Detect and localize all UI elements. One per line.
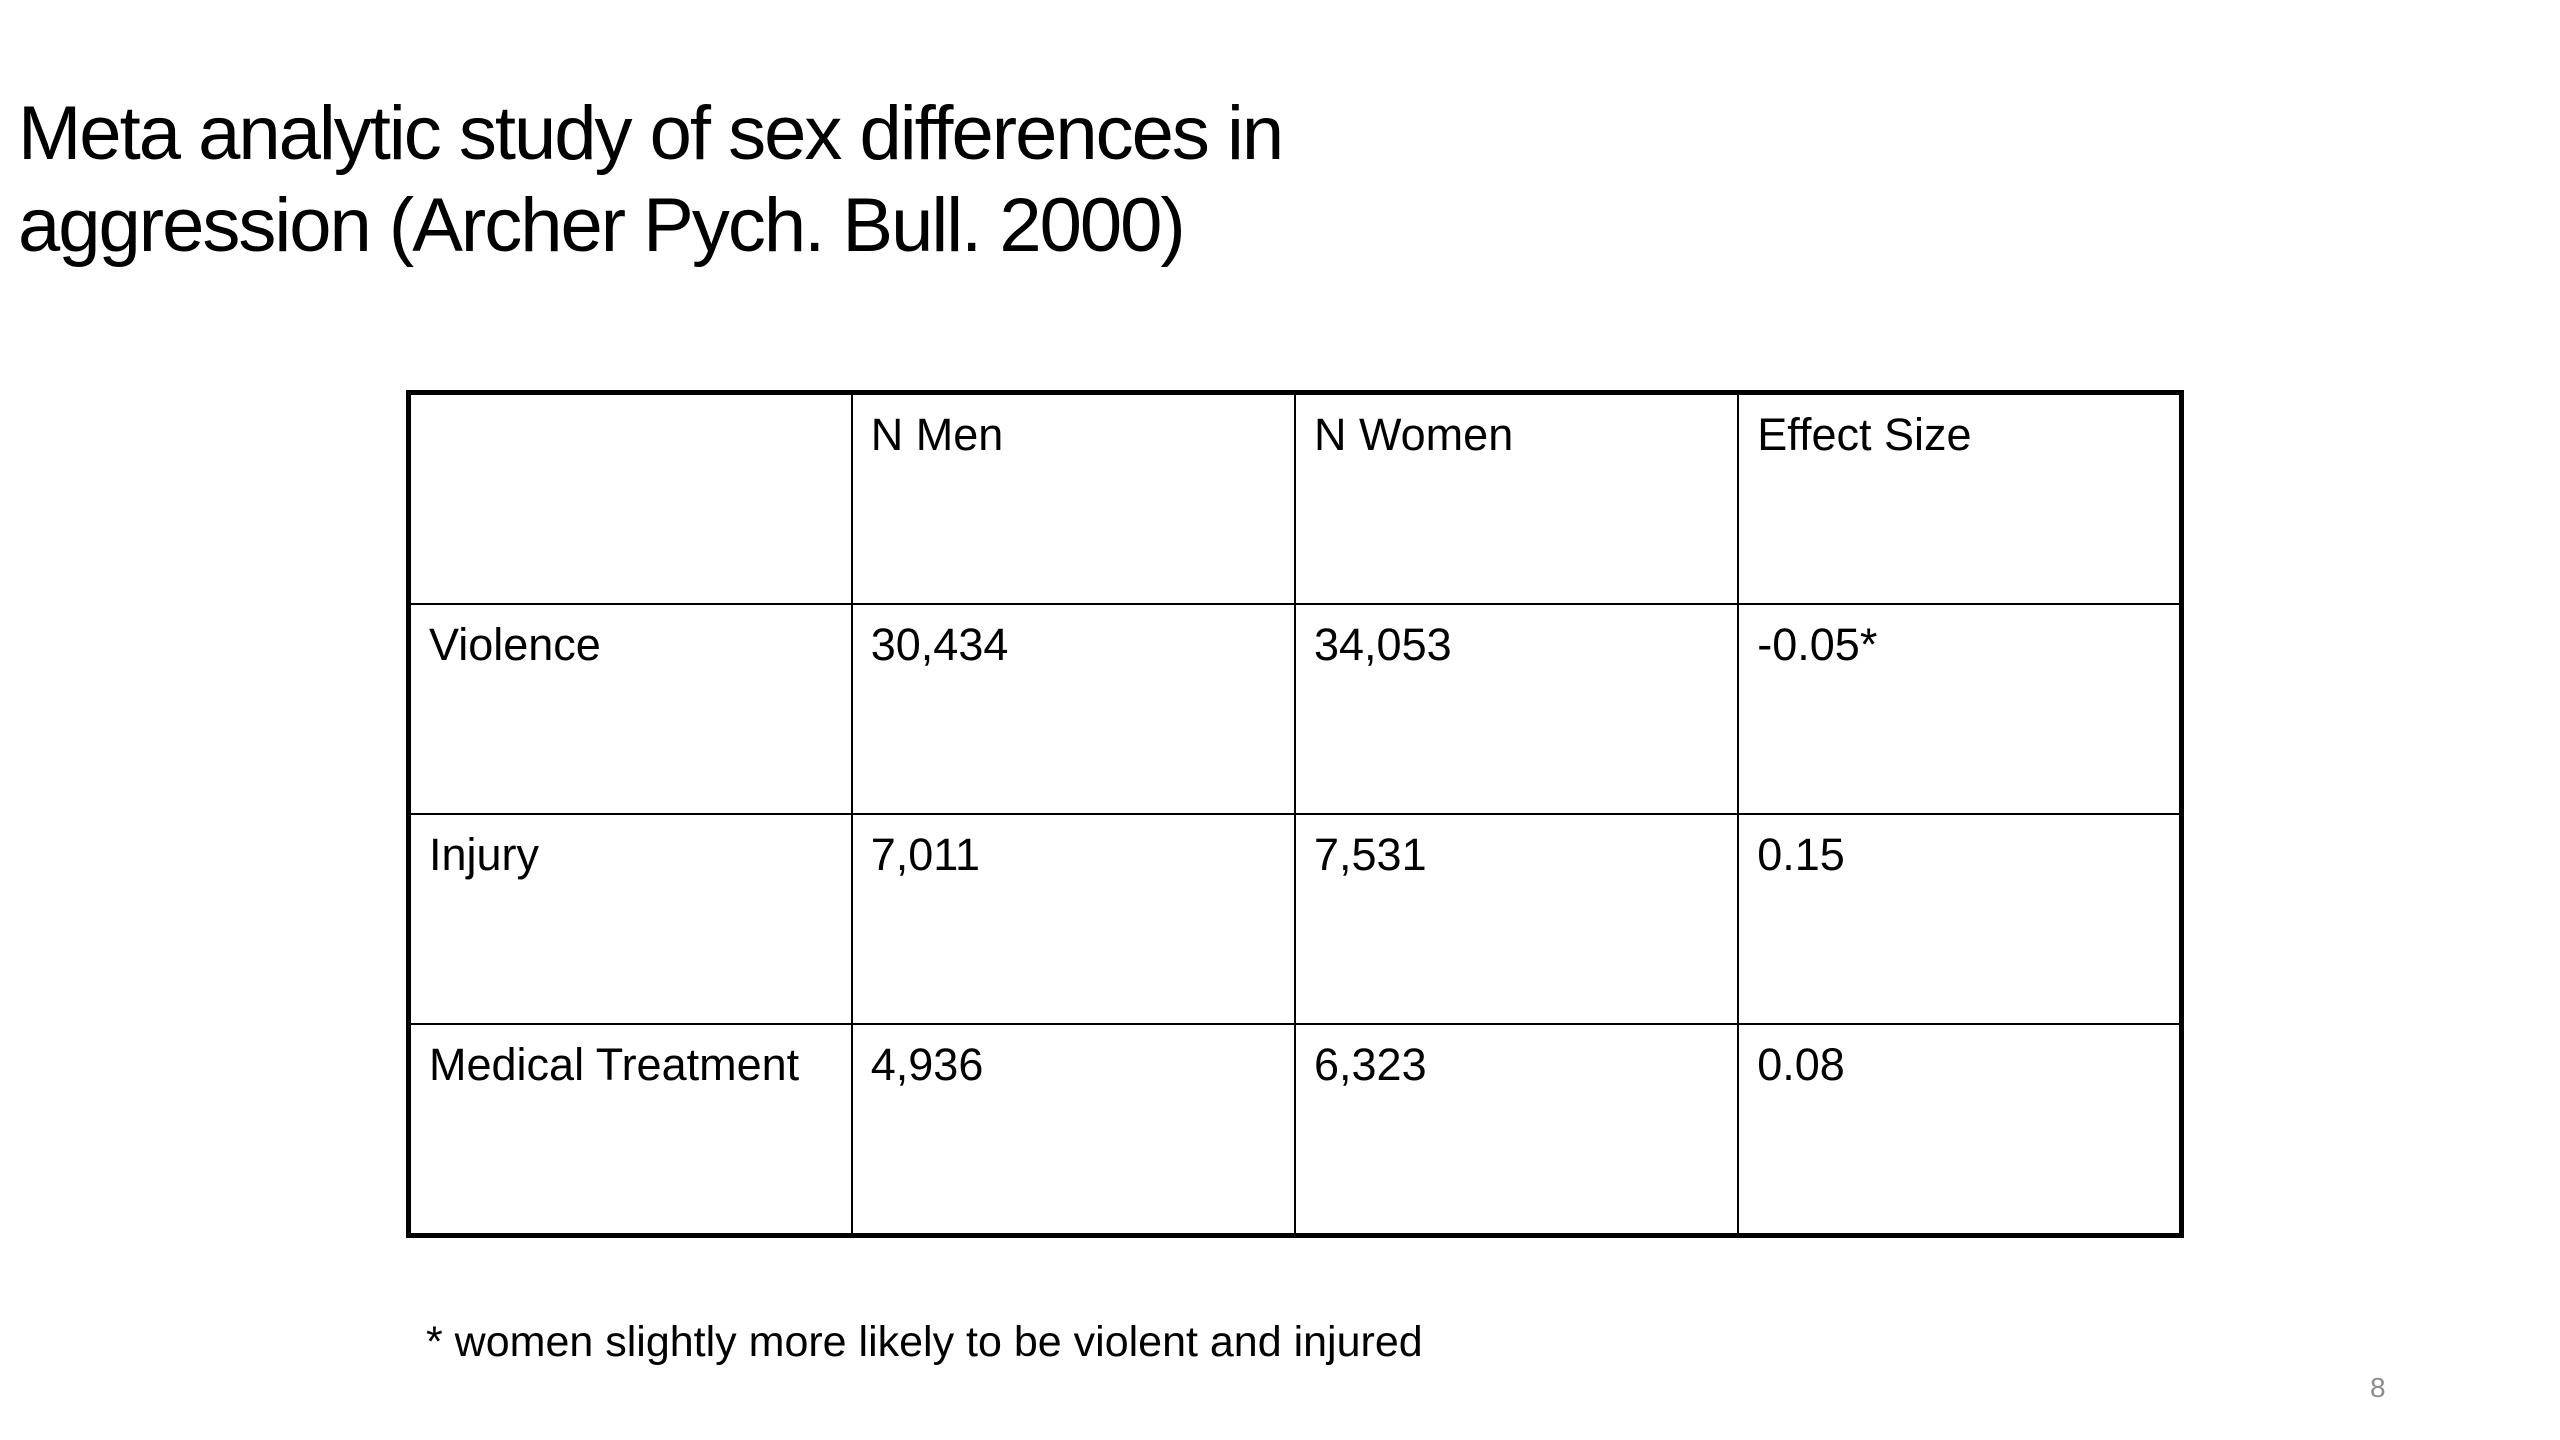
table-cell: Medical Treatment [407, 1023, 853, 1237]
table-cell: 0.08 [1737, 1023, 2183, 1237]
header-cell-n-men: N Men [850, 391, 1297, 605]
header-cell-n-women: N Women [1293, 391, 1740, 605]
table-cell: 7,531 [1293, 813, 1740, 1025]
table-header-row: N Men N Women Effect Size [407, 391, 2183, 605]
footnote: * women slightly more likely to be viole… [426, 1318, 1423, 1366]
table-cell: -0.05* [1737, 603, 2183, 815]
slide-title-line-1: Meta analytic study of sex differences i… [18, 91, 1284, 176]
table-cell: Injury [407, 813, 853, 1025]
slide-title: Meta analytic study of sex differences i… [18, 88, 1518, 272]
results-table: N Men N Women Effect Size Violence 30,43… [406, 390, 2184, 1238]
table-cell: 34,053 [1293, 603, 1740, 815]
table-row: Injury 7,011 7,531 0.15 [407, 813, 2183, 1025]
header-cell-blank [407, 391, 853, 605]
table-row: Medical Treatment 4,936 6,323 0.08 [407, 1023, 2183, 1237]
table-row: Violence 30,434 34,053 -0.05* [407, 603, 2183, 815]
page-number: 8 [2370, 1372, 2386, 1403]
table-cell: 0.15 [1737, 813, 2183, 1025]
table-cell: Violence [407, 603, 853, 815]
header-cell-effect-size: Effect Size [1737, 391, 2183, 605]
slide-title-line-2: aggression (Archer Pych. Bull. 2000) [18, 183, 1186, 268]
table-cell: 30,434 [850, 603, 1297, 815]
table-cell: 7,011 [850, 813, 1297, 1025]
table-cell: 4,936 [850, 1023, 1297, 1237]
table-cell: 6,323 [1293, 1023, 1740, 1237]
